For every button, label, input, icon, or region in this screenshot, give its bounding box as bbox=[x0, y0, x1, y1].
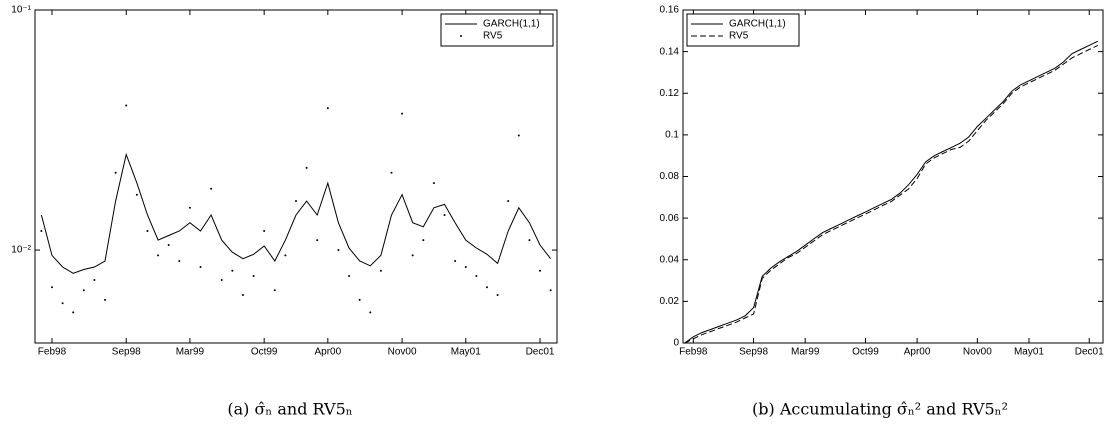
legend-label: RV5 bbox=[483, 31, 503, 42]
x-tick-label: Dec01 bbox=[526, 347, 555, 358]
point bbox=[252, 274, 255, 277]
y-tick-label: 0.08 bbox=[660, 171, 680, 182]
y-tick-label: 10⁻¹ bbox=[11, 5, 31, 16]
y-tick-label: 0.12 bbox=[660, 88, 680, 99]
point bbox=[125, 104, 128, 107]
legend-label: GARCH(1,1) bbox=[729, 19, 786, 30]
point bbox=[231, 269, 234, 272]
x-tick-label: Sep98 bbox=[739, 347, 768, 358]
x-tick-label: Mar99 bbox=[791, 347, 820, 358]
point bbox=[199, 265, 202, 268]
y-tick-label: 0.1 bbox=[665, 130, 679, 141]
point bbox=[517, 134, 520, 137]
point bbox=[496, 293, 499, 296]
point bbox=[305, 166, 308, 169]
point bbox=[157, 254, 160, 257]
x-tick-label: Oct99 bbox=[251, 347, 278, 358]
point bbox=[295, 200, 297, 203]
chart: Feb98 Sep98 Mar99 Oct99 Apr00 Nov00 May01 Dec01… bbox=[11, 5, 558, 419]
series-line bbox=[40, 152, 551, 274]
point bbox=[316, 239, 319, 242]
point bbox=[358, 298, 361, 301]
point bbox=[135, 193, 138, 196]
point bbox=[507, 200, 510, 203]
point bbox=[443, 213, 446, 216]
point bbox=[390, 171, 393, 174]
x-tick-label: Mar99 bbox=[176, 347, 205, 358]
x-tick-label: Oct99 bbox=[852, 347, 879, 358]
x-tick-label: Apr00 bbox=[314, 347, 341, 358]
plot-area bbox=[682, 9, 1104, 344]
y-tick-label: 0 bbox=[673, 338, 679, 349]
point bbox=[539, 269, 542, 272]
x-tick-label: Feb98 bbox=[38, 347, 67, 358]
point bbox=[432, 182, 435, 185]
legend: GARCH(1,1)RV5 bbox=[686, 13, 800, 47]
legend-box bbox=[440, 13, 554, 47]
point bbox=[61, 302, 64, 305]
point bbox=[72, 311, 75, 314]
point bbox=[464, 265, 467, 268]
point bbox=[528, 239, 531, 242]
point bbox=[401, 112, 404, 115]
point bbox=[273, 289, 276, 292]
point bbox=[104, 298, 107, 301]
caption: (a) σ̂ₙ and RV5ₙ bbox=[227, 400, 352, 419]
plot-area bbox=[34, 9, 558, 344]
point bbox=[93, 279, 96, 282]
y-tick-label: 0.16 bbox=[660, 5, 680, 16]
point bbox=[422, 239, 425, 242]
x-tick-label: Apr00 bbox=[904, 347, 931, 358]
point bbox=[348, 274, 351, 277]
point bbox=[114, 171, 117, 174]
point bbox=[475, 274, 478, 277]
x-tick-label: Dec01 bbox=[1075, 347, 1104, 358]
point bbox=[284, 254, 287, 257]
legend-box bbox=[686, 13, 800, 47]
point bbox=[178, 260, 181, 263]
x-tick-label: May01 bbox=[1014, 347, 1044, 358]
series-line bbox=[684, 44, 1099, 344]
point bbox=[337, 249, 340, 252]
point bbox=[210, 187, 213, 190]
x-tick-label: Sep98 bbox=[112, 347, 141, 358]
x-tick-label: Feb98 bbox=[679, 347, 708, 358]
y-tick-label: 0.02 bbox=[660, 296, 680, 307]
y-tick-label: 0.14 bbox=[660, 46, 680, 57]
point bbox=[326, 107, 329, 110]
point bbox=[485, 286, 488, 289]
point bbox=[379, 269, 382, 272]
point bbox=[146, 230, 149, 233]
point bbox=[369, 311, 372, 314]
legend-label: GARCH(1,1) bbox=[483, 19, 540, 30]
point bbox=[40, 230, 43, 233]
legend-marker bbox=[460, 35, 462, 37]
point bbox=[241, 293, 244, 296]
point bbox=[167, 243, 170, 246]
point bbox=[454, 260, 457, 263]
x-tick-label: May01 bbox=[451, 347, 481, 358]
y-tick-label: 10⁻² bbox=[11, 245, 31, 256]
chart: Feb98 Sep98 Mar99 Oct99 Apr00 Nov00 May01 Dec01… bbox=[660, 5, 1105, 419]
y-tick-label: 0.06 bbox=[660, 213, 680, 224]
point bbox=[188, 206, 191, 209]
y-tick-label: 0.04 bbox=[660, 254, 680, 265]
point bbox=[220, 279, 223, 282]
caption: (b) Accumulating σ̂ₙ² and RV5ₙ² bbox=[752, 400, 1008, 419]
x-tick-label: Nov00 bbox=[388, 347, 417, 358]
series-line bbox=[684, 40, 1099, 344]
legend: GARCH(1,1)RV5 bbox=[440, 13, 554, 47]
point bbox=[411, 254, 414, 257]
point bbox=[263, 230, 266, 233]
legend-label: RV5 bbox=[729, 31, 749, 42]
point bbox=[549, 289, 552, 292]
point bbox=[50, 286, 53, 289]
x-tick-label: Nov00 bbox=[963, 347, 992, 358]
point bbox=[82, 289, 85, 292]
